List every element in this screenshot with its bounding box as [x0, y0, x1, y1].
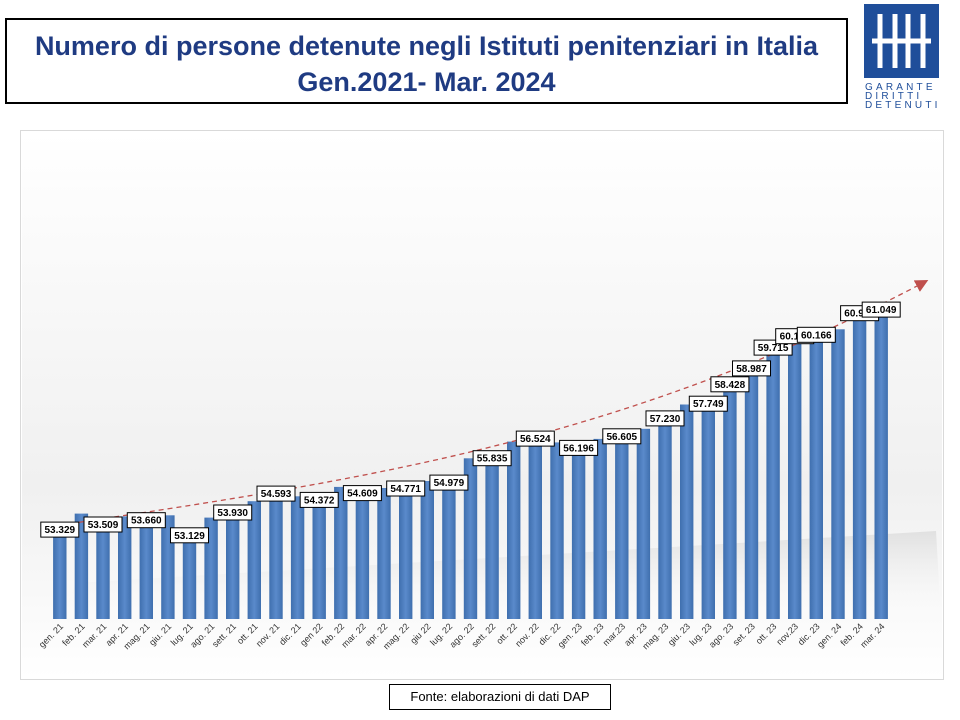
data-label-text-6: 53.129 [174, 531, 205, 542]
chart-area: 53.329 53.509 53.660 53.129 53.930 54.593 54.3… [20, 130, 944, 680]
logo-text-line-2: DIRITTI [865, 91, 922, 102]
bar-25 [593, 438, 607, 619]
data-label-0: 53.329 [40, 521, 80, 538]
data-label-text-8: 53.930 [217, 508, 248, 519]
data-label-text-32: 58.987 [736, 364, 767, 375]
data-label-14: 54.609 [342, 485, 382, 502]
data-label-2: 53.509 [83, 516, 123, 533]
bar-26 [615, 430, 629, 619]
bar-34 [788, 330, 802, 619]
bar-31 [723, 378, 737, 619]
garante-logo-icon: GARANTE DIRITTI DETENUTI [862, 2, 941, 111]
bar-24 [571, 442, 586, 619]
bar-21 [507, 441, 521, 619]
bar-35 [809, 329, 823, 619]
bar-19 [463, 458, 478, 619]
data-label-text-35: 60.166 [801, 330, 832, 341]
data-label-text-12: 54.372 [304, 495, 335, 506]
data-label-31: 58.428 [710, 376, 750, 393]
data-label-text-18: 54.979 [434, 478, 465, 489]
data-label-text-20: 55.835 [477, 454, 508, 465]
bar-9 [247, 501, 261, 619]
bar-3 [118, 516, 132, 619]
bar-14 [355, 487, 370, 619]
data-label-text-30: 57.749 [693, 399, 724, 410]
data-label-text-22: 56.524 [520, 434, 551, 445]
bar-13 [334, 486, 348, 619]
data-label-text-33: 59.715 [758, 343, 789, 354]
data-label-text-4: 53.660 [131, 516, 162, 527]
bar-22 [528, 433, 542, 619]
bar-33 [766, 342, 780, 619]
data-label-26: 56.605 [602, 428, 642, 445]
data-label-28: 57.230 [645, 410, 685, 427]
logo-text-line-1: GARANTE [865, 82, 936, 93]
bar-36 [831, 329, 845, 619]
data-label-16: 54.771 [386, 480, 426, 497]
data-label-32: 58.987 [732, 360, 771, 377]
logo-text-line-3: DETENUTI [865, 100, 941, 110]
bar-15 [377, 488, 391, 619]
data-label-text-28: 57.230 [650, 414, 681, 425]
data-label-text-2: 53.509 [88, 520, 119, 531]
data-label-text-14: 54.609 [347, 489, 378, 500]
data-label-18: 54.979 [429, 474, 469, 491]
page-title: Numero di persone detenute negli Istitut… [34, 31, 819, 61]
data-label-12: 54.372 [299, 491, 339, 508]
data-label-text-0: 53.329 [45, 525, 76, 536]
data-label-38: 61.049 [861, 301, 901, 318]
bar-chart: 53.329 53.509 53.660 53.129 53.930 54.593 54.3… [22, 132, 942, 678]
bar-16 [399, 483, 413, 619]
bar-6 [182, 529, 197, 619]
data-label-6: 53.129 [170, 527, 209, 544]
data-label-35: 60.166 [796, 326, 836, 343]
chart-title-box: Numero di persone detenute negli Istitut… [5, 18, 848, 104]
data-label-20: 55.835 [472, 450, 512, 467]
bar-11 [290, 496, 305, 619]
data-label-text-31: 58.428 [715, 380, 746, 391]
data-label-24: 56.196 [559, 439, 599, 456]
bar-27 [636, 428, 651, 619]
bar-37 [852, 307, 867, 619]
bar-32 [744, 362, 759, 619]
bar-4 [139, 514, 153, 619]
data-label-text-24: 56.196 [563, 443, 594, 454]
bar-17 [420, 481, 434, 619]
bar-30 [701, 398, 715, 619]
data-label-text-34: 60.116 [780, 332, 810, 343]
bar-12 [312, 494, 326, 619]
bar-8 [226, 507, 240, 619]
data-label-text-37: 60.924 [844, 309, 875, 320]
data-label-4: 53.660 [126, 512, 166, 529]
bar-18 [442, 477, 456, 619]
page-subtitle: Gen.2021- Mar. 2024 [297, 67, 556, 97]
data-label-22: 56.524 [515, 430, 555, 447]
bar-23 [550, 442, 564, 619]
bar-29 [680, 404, 694, 619]
data-label-30: 57.749 [688, 395, 728, 412]
bar-28 [658, 412, 672, 619]
data-label-text-10: 54.593 [261, 489, 292, 500]
data-label-10: 54.593 [256, 485, 296, 502]
data-label-text-38: 61.049 [866, 305, 897, 316]
bar-2 [96, 519, 110, 619]
bar-38 [874, 304, 888, 619]
bar-10 [269, 488, 283, 619]
bar-1 [74, 513, 89, 619]
bar-20 [485, 452, 499, 619]
data-label-8: 53.930 [213, 504, 253, 521]
data-label-text-16: 54.771 [390, 484, 421, 495]
source-note: Fonte: elaborazioni di dati DAP [389, 684, 611, 710]
data-label-text-26: 56.605 [607, 432, 638, 443]
bar-0 [53, 524, 67, 619]
